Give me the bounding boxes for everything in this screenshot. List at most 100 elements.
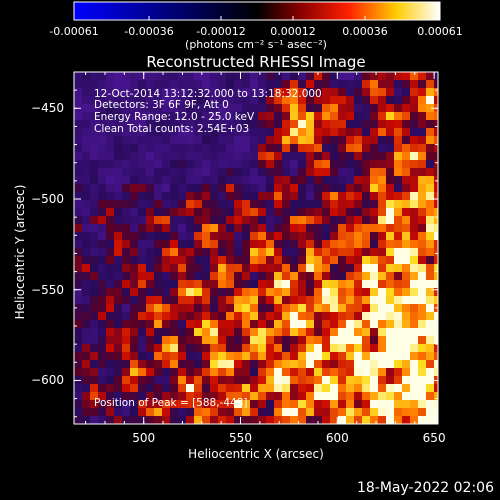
heatmap-cell — [322, 208, 330, 216]
heatmap-cell — [274, 272, 282, 280]
heatmap-cell — [290, 288, 298, 296]
heatmap-cell — [346, 320, 354, 328]
heatmap-cell — [330, 312, 338, 320]
heatmap-cell — [122, 408, 130, 416]
heatmap-cell — [74, 144, 82, 152]
heatmap-cell — [282, 336, 290, 344]
heatmap-cell — [98, 72, 106, 80]
heatmap-cell — [434, 392, 438, 400]
heatmap-cell — [170, 152, 178, 160]
heatmap-cell — [378, 224, 386, 232]
heatmap-cell — [290, 88, 298, 96]
heatmap-cell — [138, 88, 146, 96]
heatmap-cell — [218, 160, 226, 168]
heatmap-cell — [418, 240, 426, 248]
heatmap-cell — [202, 240, 210, 248]
heatmap-cell — [130, 320, 138, 328]
heatmap-cell — [130, 416, 138, 424]
heatmap-cell — [378, 400, 386, 408]
heatmap-cell — [434, 80, 438, 88]
heatmap-cell — [186, 248, 194, 256]
heatmap-cell — [258, 296, 266, 304]
heatmap-cell — [178, 264, 186, 272]
heatmap-cell — [82, 304, 90, 312]
heatmap-cell — [170, 224, 178, 232]
heatmap-cell — [122, 360, 130, 368]
heatmap-cell — [202, 352, 210, 360]
heatmap-cell — [194, 232, 202, 240]
heatmap-cell — [330, 376, 338, 384]
heatmap-cell — [434, 208, 438, 216]
heatmap-cell — [402, 304, 410, 312]
heatmap-cell — [410, 304, 418, 312]
heatmap-cell — [266, 232, 274, 240]
heatmap-cell — [82, 320, 90, 328]
heatmap-cell — [170, 136, 178, 144]
heatmap-cell — [426, 264, 434, 272]
heatmap-cell — [154, 352, 162, 360]
heatmap-cell — [386, 320, 394, 328]
heatmap-cell — [106, 392, 114, 400]
heatmap-cell — [330, 80, 338, 88]
heatmap-cell — [234, 216, 242, 224]
heatmap-cell — [354, 296, 362, 304]
heatmap-cell — [90, 96, 98, 104]
heatmap-cell — [306, 232, 314, 240]
heatmap-cell — [74, 408, 82, 416]
heatmap-cell — [202, 80, 210, 88]
heatmap-cell — [170, 184, 178, 192]
heatmap-cell — [386, 416, 394, 424]
heatmap-cell — [130, 328, 138, 336]
heatmap-cell — [74, 88, 82, 96]
heatmap-cell — [178, 200, 186, 208]
heatmap-cell — [178, 296, 186, 304]
heatmap-cell — [130, 400, 138, 408]
heatmap-cell — [82, 144, 90, 152]
heatmap-cell — [362, 296, 370, 304]
heatmap-cell — [106, 304, 114, 312]
heatmap-cell — [98, 232, 106, 240]
heatmap-cell — [346, 360, 354, 368]
heatmap-cell — [274, 336, 282, 344]
heatmap-cell — [274, 328, 282, 336]
heatmap-cell — [346, 272, 354, 280]
heatmap-cell — [402, 200, 410, 208]
heatmap-cell — [186, 160, 194, 168]
heatmap-cell — [210, 80, 218, 88]
heatmap-cell — [74, 208, 82, 216]
heatmap-cell — [106, 264, 114, 272]
heatmap-cell — [362, 328, 370, 336]
heatmap-cell — [98, 240, 106, 248]
heatmap-cell — [242, 120, 250, 128]
heatmap-cell — [402, 312, 410, 320]
heatmap-cell — [178, 256, 186, 264]
heatmap-cell — [394, 296, 402, 304]
heatmap-cell — [226, 232, 234, 240]
heatmap-cell — [322, 152, 330, 160]
y-tick-label: −500 — [31, 192, 64, 206]
heatmap-cell — [370, 88, 378, 96]
heatmap-cell — [410, 320, 418, 328]
heatmap-cell — [370, 360, 378, 368]
heatmap-cell — [298, 256, 306, 264]
heatmap-cell — [282, 392, 290, 400]
heatmap-cell — [146, 320, 154, 328]
heatmap-cell — [386, 328, 394, 336]
heatmap-cell — [202, 344, 210, 352]
heatmap-cell — [386, 112, 394, 120]
heatmap-cell — [426, 408, 434, 416]
heatmap-cell — [106, 408, 114, 416]
heatmap-cell — [298, 320, 306, 328]
heatmap-cell — [346, 168, 354, 176]
heatmap-cell — [362, 72, 370, 80]
heatmap-cell — [178, 336, 186, 344]
heatmap-cell — [346, 392, 354, 400]
heatmap-cell — [242, 408, 250, 416]
heatmap-cell — [146, 376, 154, 384]
heatmap-cell — [370, 72, 378, 80]
heatmap-cell — [162, 136, 170, 144]
heatmap-cell — [426, 296, 434, 304]
heatmap-cell — [250, 312, 258, 320]
heatmap-cell — [322, 136, 330, 144]
heatmap-cell — [418, 208, 426, 216]
